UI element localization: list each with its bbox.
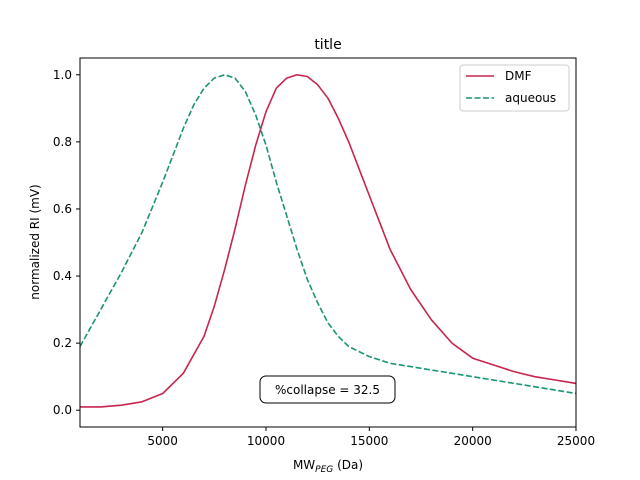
x-tick-label: 20000 [454, 434, 492, 448]
y-tick-label: 0.4 [53, 269, 72, 283]
x-axis-label-subscript: PEG [315, 465, 333, 475]
x-tick-label: 25000 [557, 434, 595, 448]
y-tick-label: 0.6 [53, 202, 72, 216]
legend-label-aqueous: aqueous [505, 91, 556, 105]
y-axis-label: normalized RI (mV) [28, 184, 42, 299]
annotation-text: %collapse = 32.5 [275, 383, 380, 397]
plot-frame [79, 57, 577, 428]
legend: DMF aqueous [459, 64, 570, 112]
y-tick-label: 0.2 [53, 336, 72, 350]
legend-label-dmf: DMF [505, 69, 532, 83]
x-axis-label-main: MW [293, 458, 315, 472]
chart-title: title [314, 37, 341, 53]
x-tick-label: 10000 [247, 434, 285, 448]
x-tick-label: 15000 [350, 434, 388, 448]
plot-area [79, 57, 577, 428]
annotation: %collapse = 32.5 [259, 375, 396, 404]
series-line-dmf [80, 74, 577, 408]
series-layer [79, 74, 577, 408]
y-tick-label: 1.0 [53, 68, 72, 82]
x-axis-label-unit: (Da) [333, 458, 363, 472]
x-axis: 5000 10000 15000 20000 25000 [147, 427, 595, 448]
y-tick-label: 0.8 [53, 135, 72, 149]
y-tick-label: 0.0 [53, 403, 72, 417]
x-axis-label: MWPEG (Da) [293, 458, 363, 475]
y-axis: 0.0 0.2 0.4 0.6 0.8 1.0 [53, 68, 80, 417]
x-tick-label: 5000 [147, 434, 178, 448]
series-line-aqueous [79, 74, 577, 395]
annotation-box [259, 375, 396, 404]
